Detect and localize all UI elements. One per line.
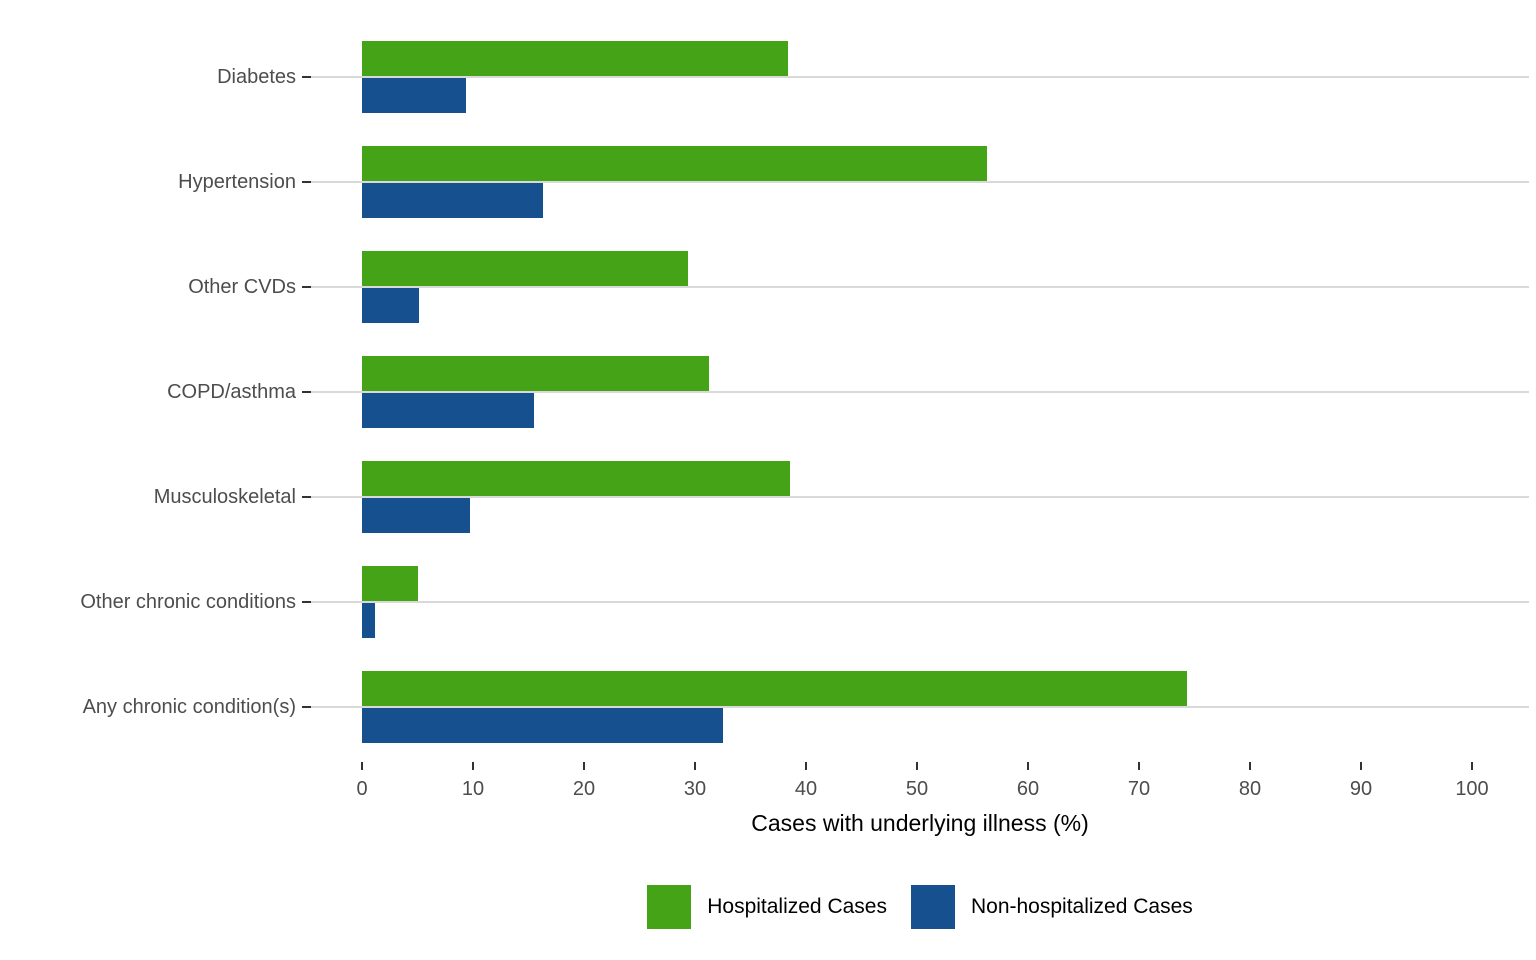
x-axis-tick — [1360, 762, 1362, 770]
legend-item-non-hospitalized: Non-hospitalized Cases — [910, 885, 1193, 929]
category-gridline — [310, 181, 1529, 183]
bar-non-hospitalized — [362, 708, 723, 743]
bar-hospitalized — [362, 41, 789, 76]
x-axis-tick-label: 100 — [1455, 778, 1489, 800]
bar-hospitalized — [362, 461, 791, 496]
legend-swatch-hospitalized — [647, 885, 692, 929]
x-axis-tick — [694, 762, 696, 770]
x-axis-tick — [1138, 762, 1140, 770]
x-axis-tick — [916, 762, 918, 770]
category-tick — [302, 391, 311, 393]
bar-hospitalized — [362, 251, 689, 286]
x-axis-tick — [1249, 762, 1251, 770]
x-axis-tick — [361, 762, 363, 770]
x-axis-tick — [1471, 762, 1473, 770]
category-label: Hypertension — [178, 171, 296, 193]
x-axis-tick-label: 70 — [1127, 778, 1151, 800]
x-axis-tick-label: 30 — [683, 778, 707, 800]
category-label: Diabetes — [217, 66, 296, 88]
category-label: Other chronic conditions — [80, 591, 296, 613]
category-tick — [302, 601, 311, 603]
legend: Hospitalized Cases Non-hospitalized Cases — [310, 883, 1530, 931]
category-label: Other CVDs — [188, 276, 296, 298]
x-axis-tick-label: 90 — [1349, 778, 1373, 800]
category-tick — [302, 76, 311, 78]
x-axis-tick-label: 50 — [905, 778, 929, 800]
x-axis-tick-label: 0 — [356, 778, 368, 800]
x-axis-title: Cases with underlying illness (%) — [751, 810, 1089, 836]
x-axis-tick-label: 20 — [572, 778, 596, 800]
category-gridline — [310, 496, 1529, 498]
bar-non-hospitalized — [362, 78, 467, 113]
legend-label-non-hospitalized: Non-hospitalized Cases — [970, 895, 1193, 918]
x-axis-tick — [583, 762, 585, 770]
x-axis-tick — [472, 762, 474, 770]
category-gridline — [310, 706, 1529, 708]
category-gridline — [310, 391, 1529, 393]
legend-swatch-non-hospitalized — [910, 885, 955, 929]
bar-hospitalized — [362, 671, 1187, 706]
bar-hospitalized — [362, 566, 418, 601]
category-tick — [302, 706, 311, 708]
bar-non-hospitalized — [362, 288, 419, 323]
bar-non-hospitalized — [362, 498, 470, 533]
x-axis-tick-label: 40 — [794, 778, 818, 800]
bar-hospitalized — [362, 146, 987, 181]
category-tick — [302, 496, 311, 498]
bar-non-hospitalized — [362, 603, 376, 638]
category-label: Any chronic condition(s) — [82, 696, 296, 718]
bar-hospitalized — [362, 356, 710, 391]
category-gridline — [310, 76, 1529, 78]
category-gridline — [310, 286, 1529, 288]
category-gridline — [310, 601, 1529, 603]
category-tick — [302, 286, 311, 288]
x-axis-tick — [1027, 762, 1029, 770]
category-tick — [302, 181, 311, 183]
bar-non-hospitalized — [362, 393, 535, 428]
x-axis-tick-label: 80 — [1238, 778, 1262, 800]
legend-item-hospitalized: Hospitalized Cases — [647, 885, 887, 929]
legend-label-hospitalized: Hospitalized Cases — [707, 895, 887, 918]
category-label: Musculoskeletal — [153, 486, 296, 508]
x-axis-tick-label: 10 — [461, 778, 485, 800]
x-axis-tick-label: 60 — [1016, 778, 1040, 800]
x-axis-tick — [805, 762, 807, 770]
bar-non-hospitalized — [362, 183, 543, 218]
category-label: COPD/asthma — [167, 381, 296, 403]
